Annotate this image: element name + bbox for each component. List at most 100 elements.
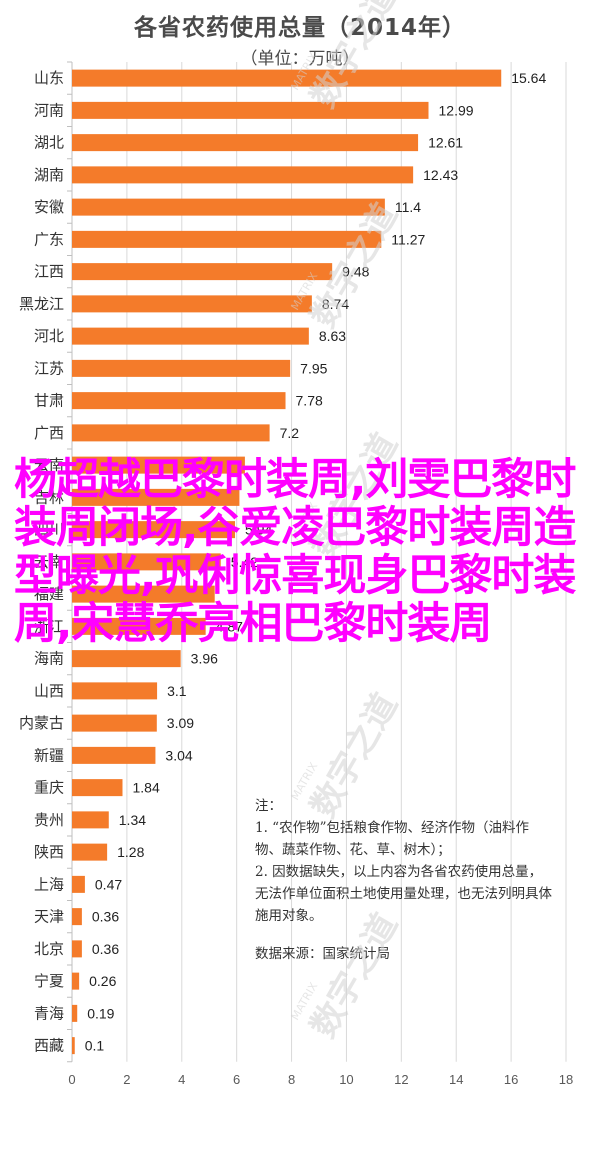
bar [72,456,245,474]
chart-subtitle: （单位：万吨） [240,49,360,69]
bar [72,875,85,893]
category-label: 云南 [34,456,64,474]
value-label: 9.48 [342,264,369,280]
category-label: 陕西 [34,843,64,861]
bar [72,714,157,732]
value-label: 0.19 [87,1005,114,1021]
note-item-1: 1. “农作物”包括粮食作物、经济作物（油料作物、蔬菜作物、花、草、树木）； [255,820,529,858]
x-tick-label: 0 [68,1072,75,1087]
value-label: 0.36 [92,941,119,957]
bar [72,746,156,764]
x-tick-label: 16 [504,1072,518,1087]
value-label: 0.36 [92,909,119,925]
notes-heading: 注： [255,798,282,814]
bar [72,972,80,990]
bar [72,811,109,829]
bar [72,230,382,248]
category-label: 云南 [34,553,64,571]
value-label: 3.1 [167,683,187,699]
bar [72,843,108,861]
bar [72,779,123,797]
x-tick-label: 18 [559,1072,573,1087]
x-tick-label: 8 [288,1072,295,1087]
bar [72,908,82,926]
category-label: 贵州 [34,811,64,829]
category-label: 西藏 [34,1037,64,1055]
value-label: 7.78 [296,393,323,409]
category-label: 甘肃 [34,392,64,410]
bar [72,488,240,506]
bar [72,359,291,377]
bar [72,1004,78,1022]
x-tick-label: 12 [394,1072,408,1087]
bar [72,295,312,313]
data-source: 数据来源：国家统计局 [255,946,390,962]
value-label: 7.2 [280,425,300,441]
value-label: 8.74 [322,296,349,312]
category-label: 天津 [34,908,64,926]
notes-box: 注： 1. “农作物”包括粮食作物、经济作物（油料作物、蔬菜作物、花、草、树木）… [255,795,555,965]
bar [72,617,206,635]
value-label: 0.26 [89,973,116,989]
category-label: 重庆 [34,779,64,797]
bar [72,327,309,345]
bar [72,392,286,410]
category-label: 山西 [34,682,64,700]
bar [72,585,215,603]
value-label: 12.61 [428,135,463,151]
bar [72,134,419,152]
bar [72,263,333,281]
value-label: 3.96 [191,651,218,667]
category-label: 福建 [34,585,64,603]
x-tick-label: 14 [449,1072,463,1087]
value-label: 5.94 [245,522,272,538]
category-label: 湖南 [34,166,64,184]
category-label: 河南 [34,101,64,119]
value-label: 1.34 [119,812,146,828]
category-label: 黑龙江 [19,295,64,313]
value-label: 5.42 [231,554,258,570]
category-label: 河北 [34,327,64,345]
value-label: 1.28 [117,844,144,860]
bar [72,521,236,539]
category-label: 湖北 [34,134,64,152]
category-label: 北京 [34,940,64,958]
category-label: 江西 [34,263,64,281]
category-label: 广西 [34,424,64,442]
bar [72,69,502,87]
chart-title: 各省农药使用总量（2014年） [133,15,466,41]
value-label: 3.04 [165,747,192,763]
bar [72,424,270,442]
category-label: 海南 [34,650,64,668]
note-item-2: 2. 因数据缺失，以上内容为各省农药使用总量，无法作单位面积土地使用量处理，也无… [255,864,552,924]
value-label: 12.43 [423,167,458,183]
value-label: 15.64 [511,70,546,86]
category-label: 内蒙古 [19,714,64,732]
bar [72,101,429,119]
value-label: 8.63 [319,328,346,344]
bar [72,198,385,216]
bar [72,682,158,700]
category-label: 青海 [34,1004,64,1022]
value-label: 3.09 [167,715,194,731]
value-label: 4.87 [216,618,243,634]
x-tick-label: 2 [123,1072,130,1087]
value-label: 11.27 [391,231,425,247]
category-label: 安徽 [34,198,64,216]
category-label: 江苏 [34,359,64,377]
bar [72,166,414,184]
value-label: 1.84 [132,780,159,796]
value-label: 12.99 [439,102,474,118]
x-tick-label: 6 [233,1072,240,1087]
category-label: 浙江 [34,617,64,635]
value-label: 11.4 [395,199,421,215]
overlay-headline: 杨超越巴黎时装周,刘雯巴黎时装周闭场,谷爱凌巴黎时装周造型曝光,巩俐惊喜现身巴黎… [14,455,576,649]
category-label: 山东 [34,69,64,87]
bar [72,650,181,668]
category-label: 上海 [34,875,64,893]
x-tick-label: 4 [178,1072,185,1087]
category-label: 四川 [34,521,64,539]
category-label: 宁夏 [34,972,64,990]
